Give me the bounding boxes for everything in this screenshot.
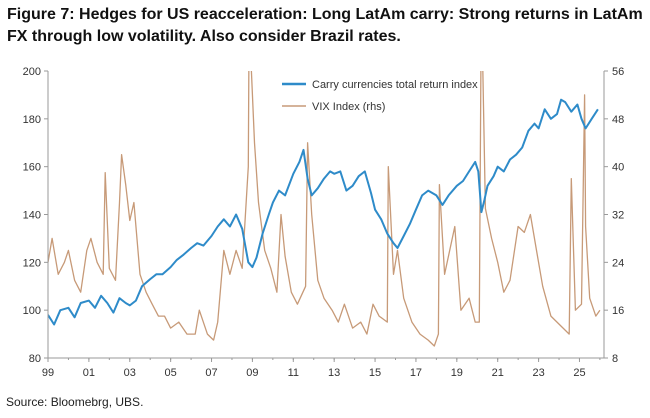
y-left-tick-label: 100 — [23, 305, 41, 317]
legend-vix-label: VIX Index (rhs) — [312, 101, 385, 113]
plot-area — [48, 71, 601, 347]
y-right-tick-label: 32 — [612, 210, 624, 222]
axes: 99 01 03 05 07 09 11 13 15 17 19 21 23 25 80 100 120 140 1… — [23, 66, 625, 379]
x-tick-label: 03 — [124, 367, 136, 379]
vix-series-line — [48, 71, 601, 347]
x-tick-label: 15 — [369, 367, 381, 379]
x-tick-label: 05 — [165, 367, 177, 379]
y-right-tick-label: 56 — [612, 66, 624, 78]
x-tick-label: 99 — [42, 367, 54, 379]
y-left-tick-label: 200 — [23, 66, 41, 78]
y-right-tick-label: 40 — [612, 162, 624, 174]
carry-series-line — [48, 98, 599, 326]
y-left-tick-label: 80 — [29, 353, 41, 365]
y-left-tick-label: 120 — [23, 257, 41, 269]
legend-carry-label: Carry currencies total return index — [312, 79, 478, 91]
y-right-tick-label: 24 — [612, 257, 624, 269]
y-right-tick-label: 8 — [612, 353, 618, 365]
x-tick-label: 19 — [451, 367, 463, 379]
figure-title: Figure 7: Hedges for US reacceleration: … — [7, 6, 643, 45]
y-left-tick-label: 140 — [23, 210, 41, 222]
y-left-tick-label: 160 — [23, 162, 41, 174]
x-tick-label: 09 — [246, 367, 258, 379]
y-left-tick-label: 180 — [23, 114, 41, 126]
x-tick-label: 07 — [205, 367, 217, 379]
y-right-tick-label: 16 — [612, 305, 624, 317]
x-tick-label: 23 — [532, 367, 544, 379]
legend: Carry currencies total return index VIX I… — [282, 79, 478, 113]
source-note: Source: Bloomebrg, UBS. — [6, 395, 144, 409]
y-right-tick-label: 48 — [612, 114, 624, 126]
x-tick-label: 13 — [328, 367, 340, 379]
x-tick-label: 01 — [83, 367, 95, 379]
x-tick-label: 25 — [573, 367, 585, 379]
x-tick-label: 11 — [288, 367, 299, 379]
x-tick-label: 17 — [410, 367, 422, 379]
x-tick-label: 21 — [492, 367, 504, 379]
